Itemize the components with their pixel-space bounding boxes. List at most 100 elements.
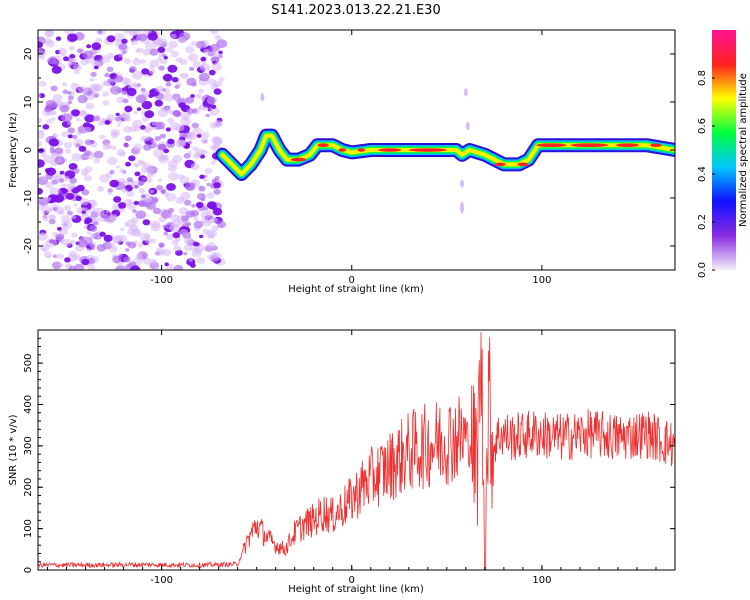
noise-blob [71, 153, 82, 162]
noise-blob [218, 50, 223, 55]
noise-blob [217, 54, 223, 59]
noise-blob [190, 209, 199, 217]
noise-blob [81, 210, 86, 214]
noise-blob [133, 162, 139, 167]
colorbar: 0.0 0.2 0.4 0.6 0.8 Normalized spectral ampl… [697, 30, 749, 278]
noise-blob [89, 225, 98, 232]
noise-blob [38, 117, 43, 124]
noise-blob [67, 100, 73, 105]
noise-blob [132, 119, 143, 128]
noise-blob [158, 154, 169, 164]
noise-blob [137, 242, 144, 248]
noise-blob [82, 172, 87, 177]
y-tick-label: 20 [23, 48, 34, 61]
noise-blob [137, 201, 145, 207]
noise-blob [83, 126, 92, 134]
noise-blob [169, 122, 181, 131]
noise-blob [172, 77, 179, 83]
noise-blob [61, 131, 69, 138]
noise-blob [140, 59, 147, 64]
noise-blob [63, 56, 69, 62]
noise-blob [61, 220, 72, 230]
noise-blob [162, 73, 173, 82]
noise-blob [107, 192, 112, 196]
noise-blob [159, 133, 166, 139]
noise-blob [109, 179, 119, 188]
noise-blob [138, 188, 146, 194]
noise-blob [147, 172, 154, 178]
noise-blob [126, 87, 137, 97]
noise-blob [205, 113, 210, 118]
noise-blob [57, 226, 62, 231]
noise-blob [172, 232, 181, 239]
noise-blob [203, 178, 208, 182]
noise-blob [46, 118, 53, 124]
noise-blob [157, 178, 163, 182]
noise-blob [195, 40, 206, 49]
noise-blob [204, 167, 213, 175]
noise-blob [107, 188, 113, 193]
noise-blob [210, 161, 216, 165]
noise-blob [173, 264, 184, 270]
noise-blob [207, 234, 214, 240]
noise-blob [202, 106, 209, 111]
noise-blob [71, 232, 78, 238]
noise-blob [89, 233, 97, 239]
noise-blob [41, 175, 48, 181]
noise-blob [193, 220, 204, 229]
noise-blob [44, 181, 54, 189]
noise-blob [65, 193, 75, 200]
faint-speckle [465, 122, 470, 130]
faint-speckle [260, 93, 265, 102]
noise-blob [51, 65, 62, 74]
noise-blob [95, 37, 103, 44]
noise-blob [120, 180, 126, 186]
noise-blob [73, 203, 78, 207]
noise-blob [158, 243, 165, 248]
noise-blob [133, 143, 143, 151]
noise-blob [78, 145, 87, 152]
noise-blob [186, 258, 196, 266]
noise-blob [61, 82, 68, 87]
noise-blob [77, 239, 88, 248]
noise-blob [156, 57, 163, 62]
noise-blob [155, 85, 165, 93]
noise-blob [206, 192, 215, 199]
noise-blob [93, 221, 99, 226]
noise-blob [46, 196, 52, 201]
noise-blob [113, 196, 122, 203]
noise-blob [67, 121, 72, 126]
noise-blob [210, 104, 217, 110]
noise-blob [85, 102, 95, 110]
noise-blob [155, 121, 166, 130]
noise-blob [168, 172, 180, 181]
colorbar-tick-label: 0.4 [697, 166, 708, 182]
figure-title: S141.2023.013.22.21.E30 [271, 3, 440, 18]
noise-blob [181, 215, 190, 222]
ridge-core [317, 143, 329, 147]
noise-blob [118, 43, 128, 51]
noise-blob [106, 156, 118, 166]
x-tick-label: 0 [349, 275, 355, 286]
noise-blob [148, 94, 154, 98]
noise-blob [179, 73, 184, 77]
noise-blob [198, 72, 210, 82]
noise-blob [123, 125, 132, 133]
ridge-core [616, 143, 639, 147]
noise-blob [76, 184, 85, 192]
ridge-core [408, 148, 447, 152]
noise-blob [172, 154, 183, 163]
y-tick-label: 100 [23, 519, 34, 538]
noise-blob [138, 181, 144, 186]
x-tick-label: 0 [349, 575, 355, 586]
noise-blob [110, 145, 117, 151]
noise-blob [130, 39, 139, 46]
noise-blob [155, 251, 162, 256]
noise-blob [55, 233, 65, 241]
noise-blob [196, 257, 206, 265]
noise-blob [60, 189, 66, 193]
noise-blob [93, 158, 101, 164]
noise-blob [144, 128, 149, 132]
noise-blob [213, 182, 221, 189]
